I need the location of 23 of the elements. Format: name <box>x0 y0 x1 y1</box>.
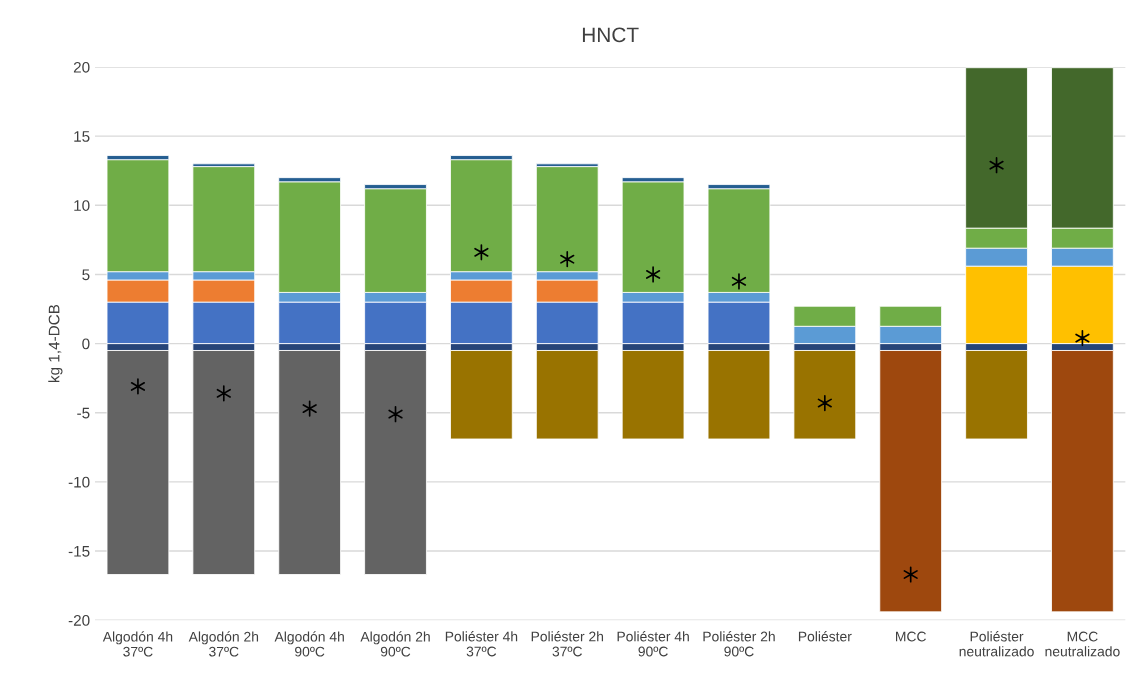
x-tick-label: Algodón 4h 90ºC <box>274 631 344 657</box>
x-tick-label: MCC <box>896 631 926 642</box>
y-tick-label: -20 <box>68 615 90 626</box>
x-tick-label: Algodón 4h 37ºC <box>102 631 173 657</box>
x-tick-label: Algodón 2h 37ºC <box>188 631 259 657</box>
y-tick-label: 15 <box>74 131 90 142</box>
x-tick-label: Poliéster 2h 37ºC <box>531 631 604 657</box>
y-tick-label: -10 <box>68 476 90 488</box>
y-tick-label: 10 <box>74 200 90 211</box>
y-tick-label: 20 <box>73 61 90 73</box>
x-tick-label: Poliéster 4h 90ºC <box>617 631 689 657</box>
x-tick-label: Poliéster 4h 37ºC <box>445 631 518 657</box>
x-tick-label: Poliéster 2h 90ºC <box>703 631 775 657</box>
y-tick-label: 0 <box>82 338 90 350</box>
chart-title: HNCT <box>582 27 639 43</box>
x-tick-label: MCC neutralizado <box>1045 631 1120 657</box>
x-tick-label: Poliéster neutralizado <box>959 631 1034 657</box>
x-tick-label: Poliéster <box>798 631 852 642</box>
y-tick-label: -5 <box>77 407 90 419</box>
x-tick-label: Algodón 2h 90ºC <box>360 631 430 657</box>
y-axis-title: kg 1,4-DCB <box>48 304 63 383</box>
y-tick-label: -15 <box>68 546 90 557</box>
y-tick-label: 5 <box>82 269 90 281</box>
